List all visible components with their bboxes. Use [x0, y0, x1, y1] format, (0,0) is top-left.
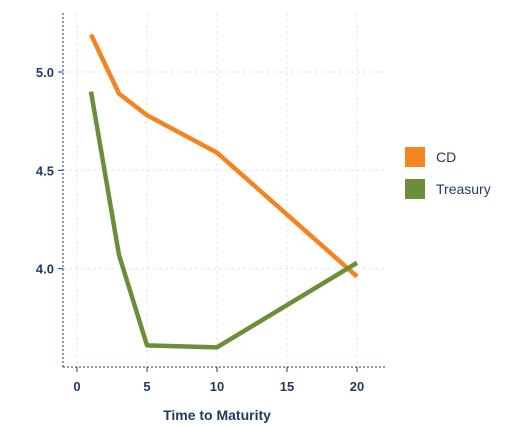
legend-label-treasury: Treasury [436, 181, 491, 197]
x-tick-label: 20 [350, 379, 364, 394]
x-tick-label: 0 [73, 379, 80, 394]
y-tick-label: 5.0 [36, 65, 54, 80]
x-tick-label: 10 [210, 379, 224, 394]
axes: 0 5 10 15 20 4.0 4.5 5.0 [36, 13, 385, 394]
series-lines [88, 33, 359, 350]
y-tick-label: 4.0 [36, 262, 54, 277]
legend-label-cd: CD [436, 149, 456, 165]
x-tick-label: 5 [143, 379, 150, 394]
y-tick-label: 4.5 [36, 163, 54, 178]
x-axis-title: Time to Maturity [163, 407, 271, 423]
x-tick-label: 15 [280, 379, 294, 394]
series-line-treasury [88, 91, 359, 350]
legend-swatch-treasury [405, 179, 425, 199]
legend-swatch-cd [405, 147, 425, 167]
legend: CD Treasury [405, 147, 491, 199]
grid [63, 13, 385, 367]
series-line-cd [88, 33, 359, 279]
